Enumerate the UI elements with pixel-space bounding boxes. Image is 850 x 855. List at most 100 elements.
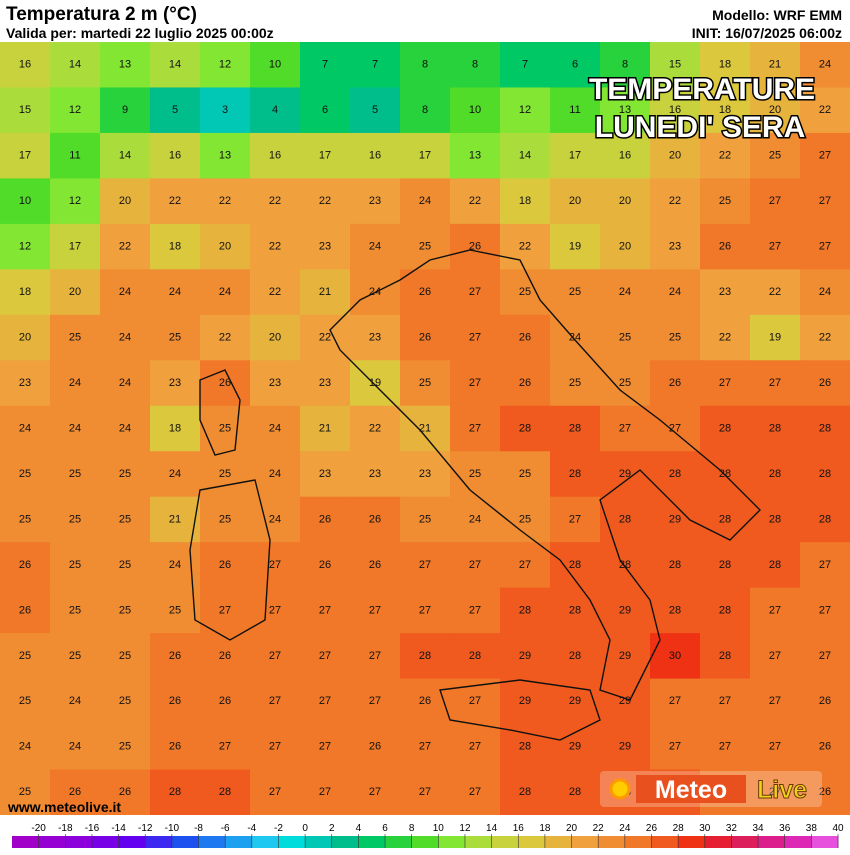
temperature-value: 26 <box>819 786 831 798</box>
colorbar-label: 32 <box>726 823 738 834</box>
temperature-cell <box>150 269 201 316</box>
temperature-cell <box>750 451 801 498</box>
temperature-value: 19 <box>769 331 781 343</box>
colorbar-label: 14 <box>486 823 498 834</box>
temperature-cell <box>400 724 451 771</box>
temperature-cell <box>700 360 751 407</box>
temperature-cell <box>550 633 601 680</box>
temperature-cell <box>50 769 101 816</box>
temperature-value: 27 <box>419 604 431 616</box>
temperature-field: 16 14 13 14 12 10 7 7 8 8 7 6 8 15 18 21 24 15 12 9 5 3 4 6 5 8 10… <box>0 42 850 816</box>
temperature-cell <box>0 314 51 361</box>
temperature-value: 20 <box>119 195 131 207</box>
temperature-cell <box>650 451 701 498</box>
temperature-value: 26 <box>369 741 381 753</box>
temperature-value: 27 <box>769 604 781 616</box>
temperature-value: 24 <box>569 331 581 343</box>
colorbar-swatch <box>704 836 732 848</box>
temperature-cell <box>200 314 251 361</box>
temperature-value: 7 <box>522 59 528 71</box>
temperature-cell <box>300 769 351 816</box>
temperature-cell <box>100 587 151 634</box>
temperature-cell <box>400 87 451 134</box>
colorbar-label: -12 <box>138 823 153 834</box>
temperature-value: 25 <box>769 150 781 162</box>
temperature-value: 26 <box>69 786 81 798</box>
temperature-value: 25 <box>19 513 31 525</box>
temperature-value: 29 <box>619 650 631 662</box>
temperature-value: 22 <box>319 331 331 343</box>
temperature-value: 26 <box>369 559 381 571</box>
temperature-cell <box>800 542 850 589</box>
temperature-value: 16 <box>369 150 381 162</box>
temperature-value: 20 <box>69 286 81 298</box>
temperature-cell <box>100 178 151 225</box>
colorbar-swatch <box>278 836 306 848</box>
temperature-value: 26 <box>169 650 181 662</box>
temperature-cell <box>550 678 601 725</box>
colorbar-swatch <box>91 836 120 848</box>
temperature-cell <box>50 724 101 771</box>
temperature-cell <box>600 451 651 498</box>
temperature-value: 27 <box>369 650 381 662</box>
colorbar-swatch <box>38 836 66 848</box>
temperature-value: 25 <box>69 604 81 616</box>
temperature-value: 22 <box>119 241 131 253</box>
temperature-value: 26 <box>219 650 231 662</box>
temperature-cell <box>250 542 301 589</box>
temperature-cell <box>50 223 101 270</box>
temperature-cell <box>600 587 651 634</box>
temperature-value: 23 <box>419 468 431 480</box>
temperature-value: 26 <box>19 604 31 616</box>
temperature-cell <box>750 178 801 225</box>
temperature-value: 25 <box>169 331 181 343</box>
logo-sun <box>609 778 631 800</box>
colorbar-label: -10 <box>165 823 180 834</box>
temperature-cell <box>800 360 850 407</box>
temperature-value: 13 <box>219 150 231 162</box>
temperature-value: 22 <box>469 195 481 207</box>
colorbar-swatch <box>225 836 253 848</box>
temperature-value: 23 <box>319 241 331 253</box>
temperature-cell <box>350 587 401 634</box>
temperature-cell <box>350 405 401 452</box>
temperature-cell <box>700 587 751 634</box>
temperature-value: 23 <box>369 195 381 207</box>
temperature-value: 11 <box>69 150 80 162</box>
temperature-cell <box>50 405 101 452</box>
colorbar-swatch <box>544 836 573 848</box>
temperature-cell <box>50 360 101 407</box>
temperature-cell <box>600 132 651 179</box>
temperature-cell <box>350 769 401 816</box>
temperature-value: 28 <box>719 422 731 434</box>
colorbar-label: 20 <box>566 823 578 834</box>
colorbar-swatch <box>464 836 493 848</box>
temperature-value: 27 <box>469 422 481 434</box>
temperature-value: 15 <box>669 59 681 71</box>
temperature-cell <box>500 496 551 543</box>
temperature-value: 28 <box>519 741 531 753</box>
temperature-cell <box>800 178 850 225</box>
logo-live: Live <box>757 776 807 804</box>
colorbar-swatch <box>65 836 93 848</box>
temperature-value: 11 <box>569 104 580 116</box>
temperature-cell <box>650 542 701 589</box>
temperature-value: 29 <box>669 513 681 525</box>
temperature-cell <box>700 132 751 179</box>
temperature-cell <box>800 678 850 725</box>
colorbar-label: 16 <box>513 823 525 834</box>
temperature-value: 25 <box>69 468 81 480</box>
temperature-cell <box>100 678 151 725</box>
temperature-cell <box>50 542 101 589</box>
temperature-value: 18 <box>169 241 181 253</box>
temperature-cell <box>650 405 701 452</box>
temperature-cell <box>350 678 401 725</box>
colorbar-swatch <box>491 836 519 848</box>
sardinia-coastline <box>189 479 271 641</box>
temperature-value: 25 <box>519 468 531 480</box>
temperature-value: 24 <box>669 286 681 298</box>
temperature-cell <box>300 314 351 361</box>
temperature-cell <box>100 542 151 589</box>
temperature-value: 7 <box>372 59 378 71</box>
